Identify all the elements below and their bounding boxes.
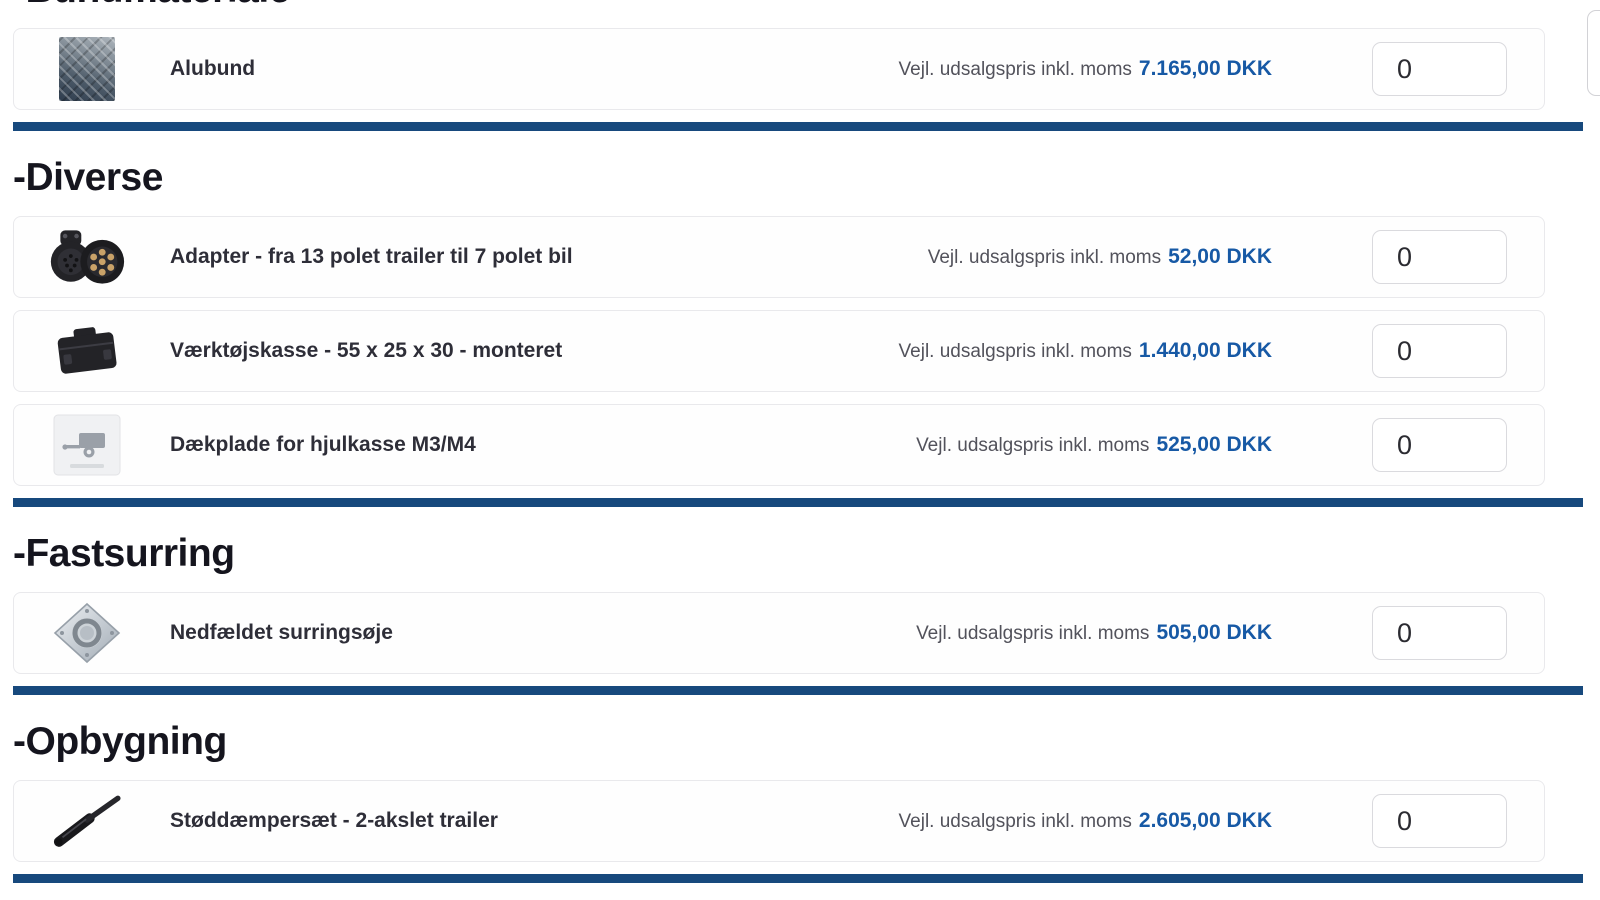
quantity-input[interactable] (1372, 606, 1507, 660)
section-divider (13, 498, 1583, 507)
price-value: 7.165,00 DKK (1138, 57, 1272, 80)
quantity-input[interactable] (1372, 42, 1507, 96)
product-price: Vejl. udsalgspris inkl. moms 505,00 DKK (916, 621, 1272, 645)
product-row-daekplade: Dækplade for hjulkasse M3/M4 Vejl. udsal… (13, 404, 1545, 486)
product-image-recessed-lashing-ring (48, 600, 126, 666)
price-label: Vejl. udsalgspris inkl. moms (916, 435, 1150, 456)
quantity-input[interactable] (1372, 418, 1507, 472)
vertical-scrollbar-thumb[interactable] (1587, 10, 1600, 96)
price-value: 505,00 DKK (1156, 621, 1272, 644)
product-price: Vejl. udsalgspris inkl. moms 7.165,00 DKK (899, 57, 1272, 81)
price-label: Vejl. udsalgspris inkl. moms (898, 59, 1132, 80)
product-name: Nedfældet surringsøje (170, 621, 393, 644)
product-name: Dækplade for hjulkasse M3/M4 (170, 433, 476, 456)
section-heading-fastsurring: -Fastsurring (13, 532, 235, 575)
product-name: Alubund (170, 57, 256, 80)
section-heading-bundmateriale: -Bundmateriale (13, 0, 1587, 13)
product-image-shock-absorber (48, 788, 126, 854)
product-row-surringsoeje: Nedfældet surringsøje Vejl. udsalgspris … (13, 592, 1545, 674)
product-price: Vejl. udsalgspris inkl. moms 52,00 DKK (928, 245, 1272, 269)
product-price: Vejl. udsalgspris inkl. moms 525,00 DKK (916, 433, 1272, 457)
price-label: Vejl. udsalgspris inkl. moms (898, 811, 1132, 832)
price-value: 2.605,00 DKK (1138, 809, 1272, 832)
product-name: Værktøjskasse - 55 x 25 x 30 - monteret (170, 339, 563, 362)
product-image-black-toolbox (48, 318, 126, 384)
product-price: Vejl. udsalgspris inkl. moms 2.605,00 DKK (899, 809, 1272, 833)
quantity-input[interactable] (1372, 230, 1507, 284)
section-heading-diverse: -Diverse (13, 156, 163, 199)
quantity-input[interactable] (1372, 324, 1507, 378)
product-row-alubund: Alubund Vejl. udsalgspris inkl. moms 7.16… (13, 28, 1545, 110)
price-value: 525,00 DKK (1156, 433, 1272, 456)
price-label: Vejl. udsalgspris inkl. moms (916, 623, 1150, 644)
product-row-stoeddaempersaet: Støddæmpersæt - 2-akslet trailer Vejl. u… (13, 780, 1545, 862)
product-name: Adapter - fra 13 polet trailer til 7 pol… (170, 245, 573, 268)
product-price: Vejl. udsalgspris inkl. moms 1.440,00 DKK (899, 339, 1272, 363)
section-divider (13, 874, 1583, 883)
product-row-vaerktoejskasse: Værktøjskasse - 55 x 25 x 30 - monteret … (13, 310, 1545, 392)
price-label: Vejl. udsalgspris inkl. moms (898, 341, 1132, 362)
price-label: Vejl. udsalgspris inkl. moms (927, 247, 1162, 268)
section-heading-opbygning: -Opbygning (13, 720, 227, 763)
product-name: Støddæmpersæt - 2-akslet trailer (170, 809, 498, 832)
section-divider (13, 122, 1583, 131)
price-value: 52,00 DKK (1168, 245, 1272, 268)
product-row-adapter: Adapter - fra 13 polet trailer til 7 pol… (13, 216, 1545, 298)
section-divider (13, 686, 1583, 695)
product-image-aluminium-tread-plate (48, 36, 126, 102)
price-value: 1.440,00 DKK (1138, 339, 1272, 362)
quantity-input[interactable] (1372, 794, 1507, 848)
product-image-trailer-plug-adapter (48, 224, 126, 290)
product-image-trailer-placeholder (48, 412, 126, 478)
